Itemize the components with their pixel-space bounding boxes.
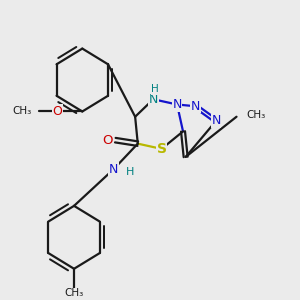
Text: CH₃: CH₃ <box>64 288 84 298</box>
Text: N: N <box>191 100 200 113</box>
Text: N: N <box>212 114 221 128</box>
Text: N: N <box>172 98 182 111</box>
Text: N: N <box>148 93 158 106</box>
Text: H: H <box>151 85 159 94</box>
Text: O: O <box>52 105 62 118</box>
Text: O: O <box>102 134 113 147</box>
Text: CH₃: CH₃ <box>13 106 32 116</box>
Text: N: N <box>109 163 118 176</box>
Text: S: S <box>157 142 166 156</box>
Text: CH₃: CH₃ <box>246 110 266 120</box>
Text: H: H <box>126 167 135 177</box>
